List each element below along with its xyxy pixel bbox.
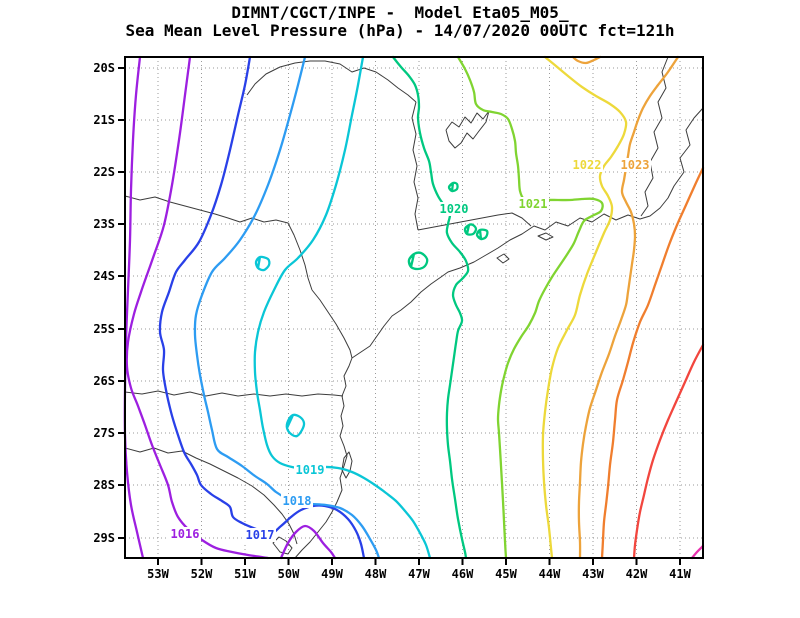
contour-1020-closed [475,228,489,241]
island-sao-sebastiao [496,253,510,264]
contour-1022 [541,55,628,560]
contour-1020-closed [407,251,429,271]
contour-label-1020: 1020 [440,202,469,216]
contour-1017 [158,55,366,560]
lon-tick-label: 48W [365,567,387,581]
lon-tick-label: 52W [191,567,213,581]
lon-tick-label: 43W [582,567,604,581]
lon-tick-label: 41W [669,567,691,581]
contour-1020-closed [447,181,459,193]
lon-tick-label: 45W [495,567,517,581]
contour-1015 [123,55,145,560]
contour-label-1019: 1019 [296,463,325,477]
border-mg-rj [417,212,532,231]
contour-1023 [571,55,602,65]
contour-label-1022: 1022 [573,158,602,172]
contour-label-mask [294,463,326,477]
contour-1023 [577,55,680,560]
lon-tick-label: 42W [626,567,648,581]
lat-tick-label: 22S [93,165,115,179]
rio-parana-border [124,195,313,291]
lagoon [272,536,293,555]
map-frame [124,56,704,559]
lat-tick-label: 28S [93,478,115,492]
contour-label-1023: 1023 [621,158,650,172]
state-border-ne [640,56,669,217]
contour-1025 [632,343,705,560]
lon-tick-label: 47W [408,567,430,581]
contour-1019-closed [285,413,306,438]
lat-tick-label: 23S [93,217,115,231]
reservoir [445,110,490,149]
contour-label-mask [169,527,201,541]
contour-1020 [391,55,470,560]
lat-tick-label: 29S [93,531,115,545]
contour-1019-closed [254,255,271,272]
island-ilha-grande [537,232,554,241]
contour-label-mask [281,494,313,508]
lat-tick-label: 27S [93,426,115,440]
lon-tick-label: 53W [147,567,169,581]
contour-1018 [193,55,381,560]
lon-tick-label: 50W [278,567,300,581]
lon-tick-label: 51W [234,567,256,581]
contour-1020-closed [463,223,478,236]
lon-tick-label: 46W [452,567,474,581]
contour-1026 [690,544,705,560]
lat-tick-label: 24S [93,269,115,283]
lat-tick-label: 20S [93,61,115,75]
rio-grande-border [246,60,417,103]
contour-label-mask [619,158,651,172]
contour-label-mask [517,197,549,211]
chart-title-line1: DIMNT/CGCT/INPE - Model Eta05_M05_ [231,3,569,22]
contour-1021 [456,55,604,560]
border-pr-sc [124,390,344,397]
border-sp-pr [311,289,353,359]
lat-tick-label: 26S [93,374,115,388]
contour-label-mask [571,158,603,172]
contour-label-1018: 1018 [283,494,312,508]
chart-title: DIMNT/CGCT/INPE - Model Eta05_M05_ Sea M… [0,4,800,40]
lon-tick-label: 49W [321,567,343,581]
lat-tick-label: 25S [93,322,115,336]
lat-tick-label: 21S [93,113,115,127]
border-sc-rs [124,447,298,545]
contour-1016 [125,55,270,560]
contour-label-1017: 1017 [246,528,275,542]
coastline [294,107,704,559]
contour-1016 [279,524,337,560]
contour-label-mask [244,528,276,542]
contour-1024 [600,166,705,560]
contour-1019 [253,55,432,560]
border-mg-sp [411,101,419,231]
contour-label-mask [438,202,470,216]
contour-label-1016: 1016 [171,527,200,541]
lon-tick-label: 44W [539,567,561,581]
contour-label-1021: 1021 [519,197,548,211]
chart-title-line2: Sea Mean Level Pressure (hPa) - 14/07/20… [125,21,675,40]
